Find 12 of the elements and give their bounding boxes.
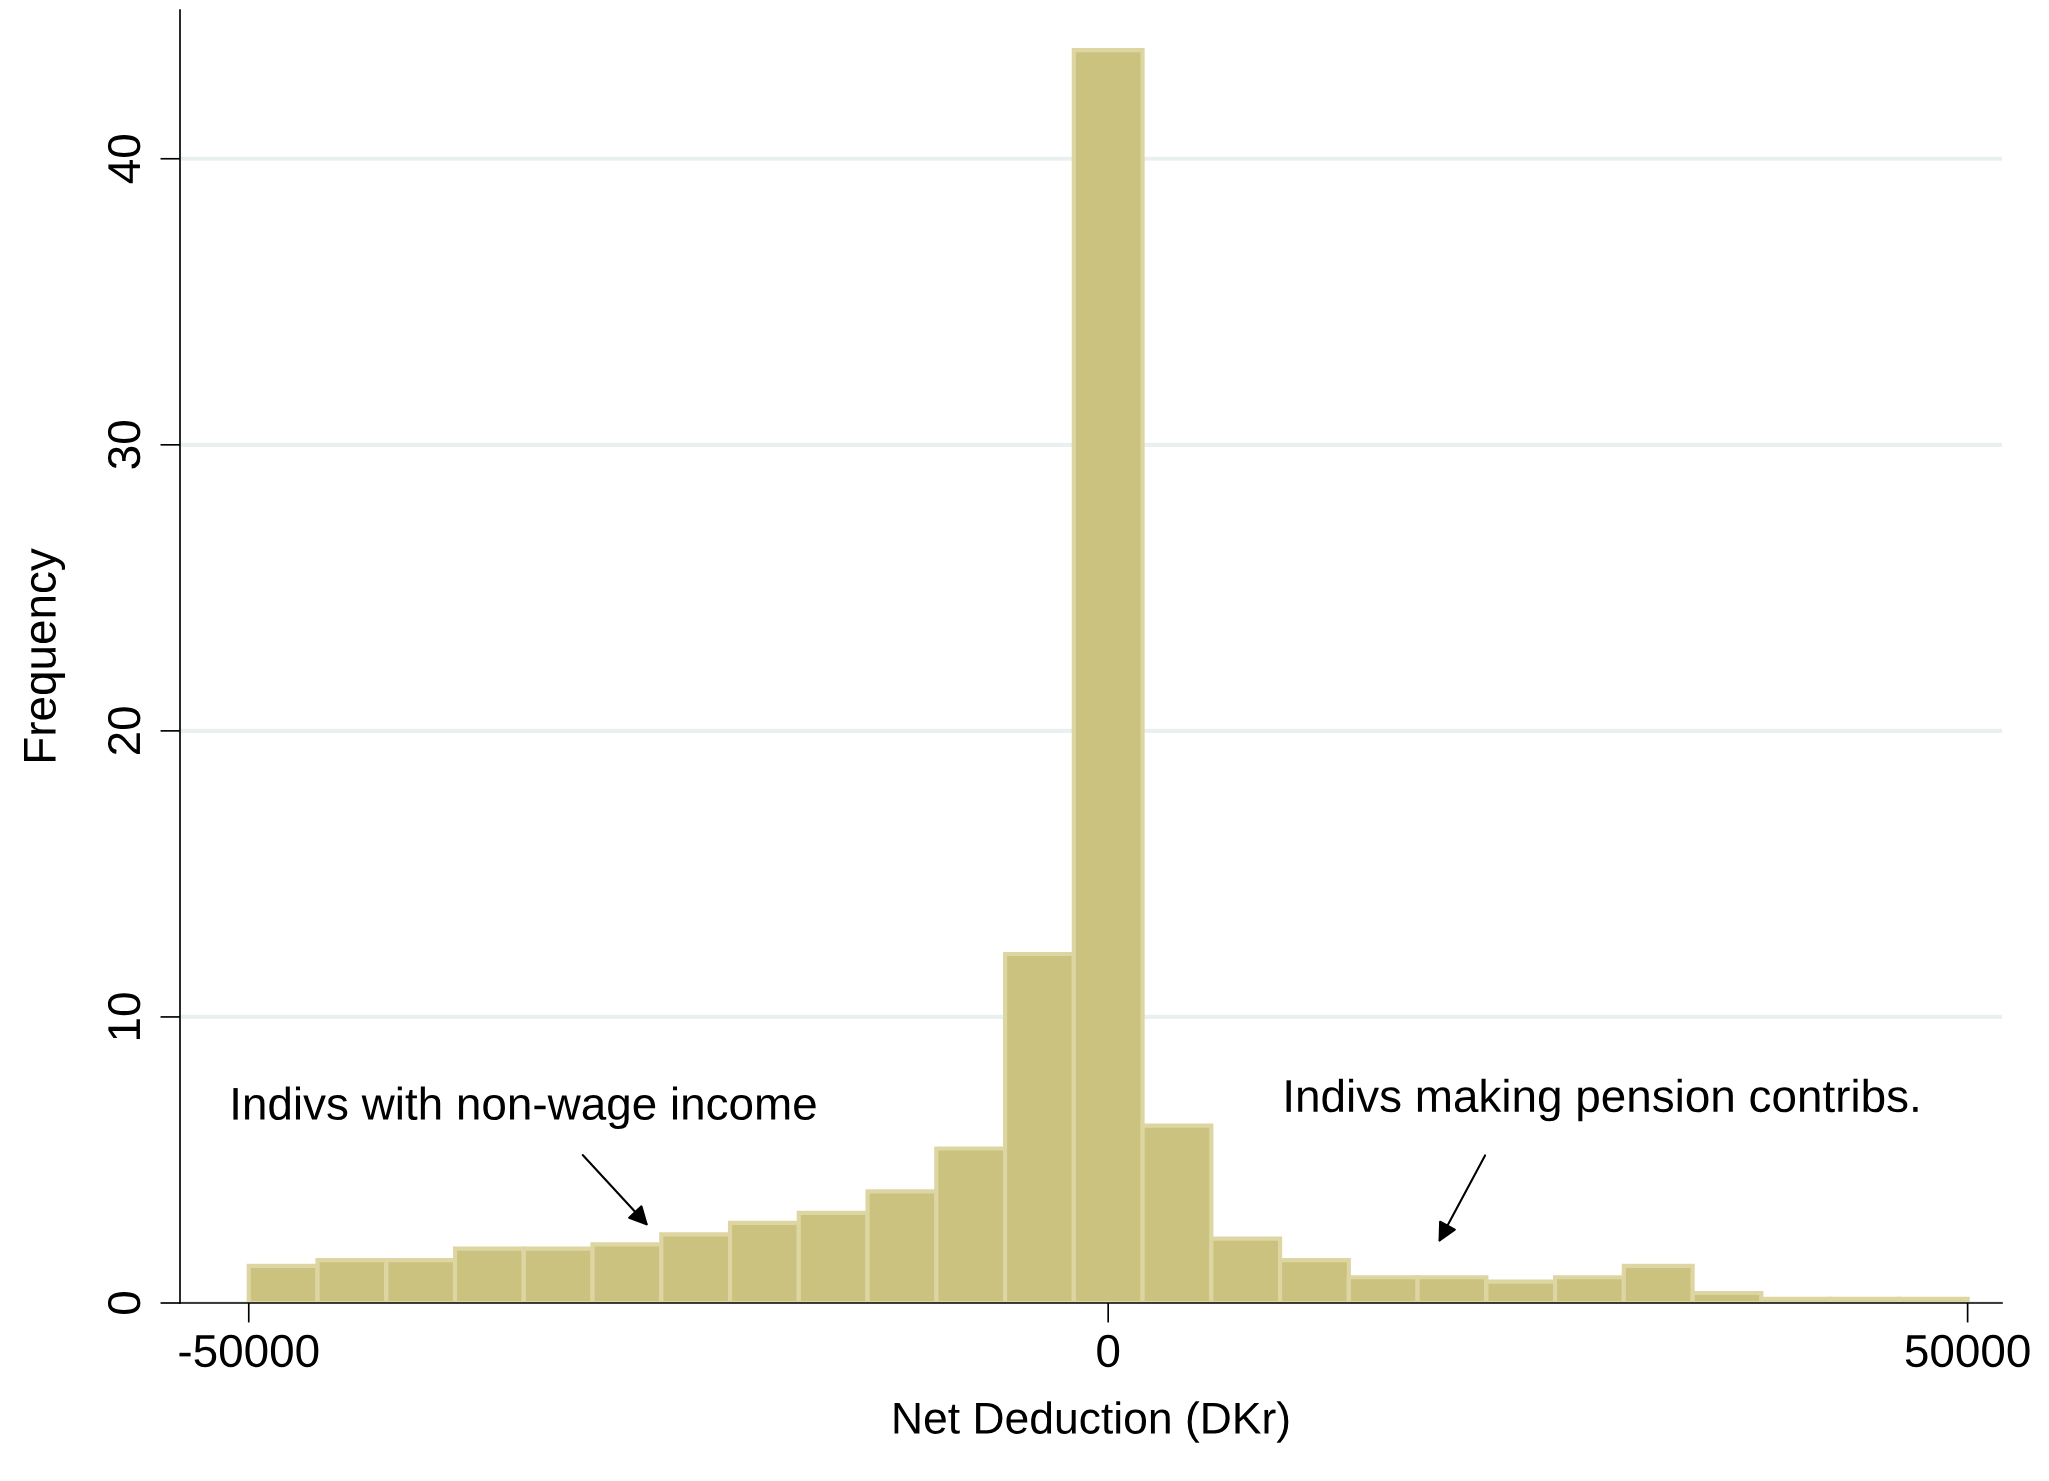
annotation: Indivs making pension contribs. <box>1286 1078 1918 1122</box>
y-axis-title: Frequency <box>24 548 66 761</box>
y-tick-label: 30 <box>107 421 141 469</box>
x-tick-label: 0 <box>1097 1334 1120 1368</box>
x-tick-label: -50000 <box>179 1334 319 1368</box>
y-tick-label: 40 <box>107 135 141 184</box>
y-tick-label: 0 <box>107 1292 141 1314</box>
y-tick-label: 10 <box>107 993 141 1039</box>
x-axis-title: Net Deduction (DKr) <box>894 1401 1289 1443</box>
y-tick-label: 20 <box>107 707 141 755</box>
annotation: Indivs with non-wage income <box>233 1086 816 1130</box>
x-tick-label: 50000 <box>1905 1334 2030 1368</box>
